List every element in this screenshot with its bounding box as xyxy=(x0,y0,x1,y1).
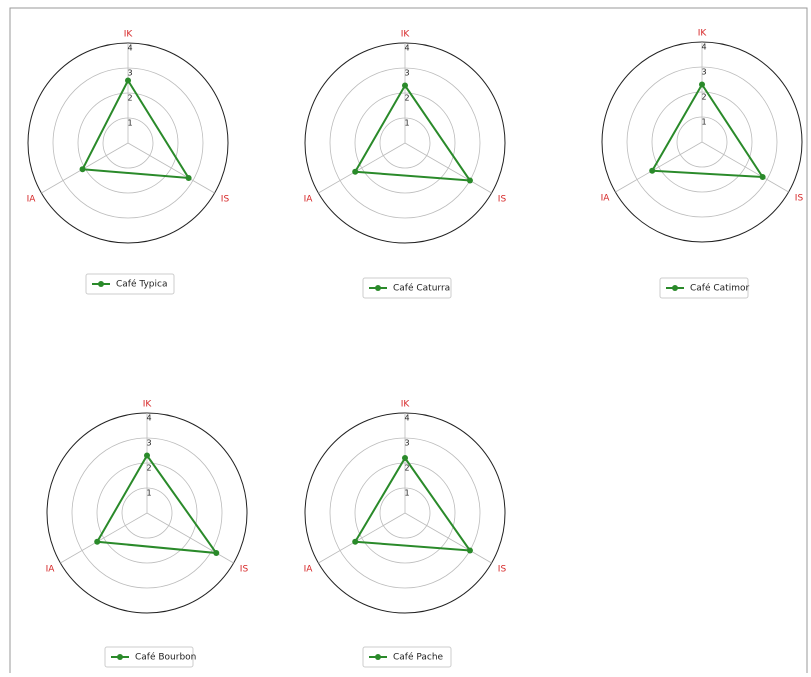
category-label: IA xyxy=(304,565,314,575)
legend-box xyxy=(362,646,452,668)
tick-label: 4 xyxy=(701,43,706,52)
marker xyxy=(352,168,359,175)
category-label: IK xyxy=(401,400,411,410)
category-label: IA xyxy=(304,195,314,205)
tick-label: 4 xyxy=(146,414,151,423)
legend-marker xyxy=(375,285,381,291)
tick-label: 4 xyxy=(404,44,409,53)
category-label: IA xyxy=(601,194,611,204)
category-label: IS xyxy=(221,195,230,205)
series-line xyxy=(353,83,472,182)
series-line xyxy=(80,78,191,180)
tick-label: 1 xyxy=(404,119,409,128)
tick-label: 2 xyxy=(146,464,151,473)
marker xyxy=(466,547,473,554)
legend-label: Café Catimor xyxy=(690,283,749,294)
spoke xyxy=(318,142,406,194)
marker xyxy=(759,174,766,180)
legend-box xyxy=(104,646,194,668)
marker xyxy=(213,550,220,556)
category-label: IK xyxy=(143,400,153,410)
legend-marker xyxy=(375,654,381,660)
category-label: IA xyxy=(46,565,56,575)
legend-marker xyxy=(672,285,678,291)
spoke xyxy=(127,142,215,194)
marker xyxy=(144,452,150,459)
category-label: IS xyxy=(498,195,507,205)
frame xyxy=(9,7,808,677)
tick-label: 1 xyxy=(146,489,151,498)
marker xyxy=(466,177,473,184)
category-label: IK xyxy=(698,29,708,39)
marker xyxy=(352,538,359,545)
marker xyxy=(94,538,101,545)
tick-label: 2 xyxy=(127,94,132,103)
tick-label: 3 xyxy=(404,439,409,448)
spoke xyxy=(404,142,492,194)
marker xyxy=(79,166,86,173)
series-line xyxy=(95,453,219,555)
marker xyxy=(649,167,656,174)
marker xyxy=(125,77,131,84)
category-label: IS xyxy=(498,565,507,575)
tick-label: 4 xyxy=(127,44,132,53)
category-label: IA xyxy=(27,195,37,205)
legend-label: Café Caturra xyxy=(393,283,450,294)
category-label: IK xyxy=(401,30,411,40)
spoke xyxy=(615,141,703,193)
marker xyxy=(402,455,408,461)
tick-label: 2 xyxy=(701,93,706,102)
legend-box xyxy=(362,277,452,299)
tick-label: 4 xyxy=(404,414,409,423)
marker xyxy=(185,175,192,181)
legend-marker xyxy=(117,654,123,660)
marker xyxy=(699,81,705,88)
spoke xyxy=(404,512,492,564)
series-line xyxy=(353,456,472,552)
spoke xyxy=(60,512,148,564)
legend-box xyxy=(85,273,175,295)
tick-label: 3 xyxy=(127,69,132,78)
spoke xyxy=(701,141,789,193)
tick-label: 2 xyxy=(404,464,409,473)
legend-label: Café Pache xyxy=(393,652,444,663)
spoke xyxy=(146,512,234,564)
legend-box xyxy=(659,277,749,299)
category-label: IS xyxy=(240,565,249,575)
tick-label: 1 xyxy=(127,119,132,128)
legend-label: Café Typica xyxy=(116,279,167,290)
tick-label: 3 xyxy=(146,439,151,448)
legend-label: Café Bourbon xyxy=(135,652,196,663)
tick-label: 2 xyxy=(404,94,409,103)
category-label: IS xyxy=(795,194,804,204)
spoke xyxy=(318,512,406,564)
category-label: IK xyxy=(124,30,134,40)
legend-marker xyxy=(98,281,104,287)
marker xyxy=(402,82,408,89)
tick-label: 1 xyxy=(404,489,409,498)
tick-label: 3 xyxy=(404,69,409,78)
series-line xyxy=(650,82,765,179)
tick-label: 1 xyxy=(701,118,706,127)
tick-label: 3 xyxy=(701,68,706,77)
